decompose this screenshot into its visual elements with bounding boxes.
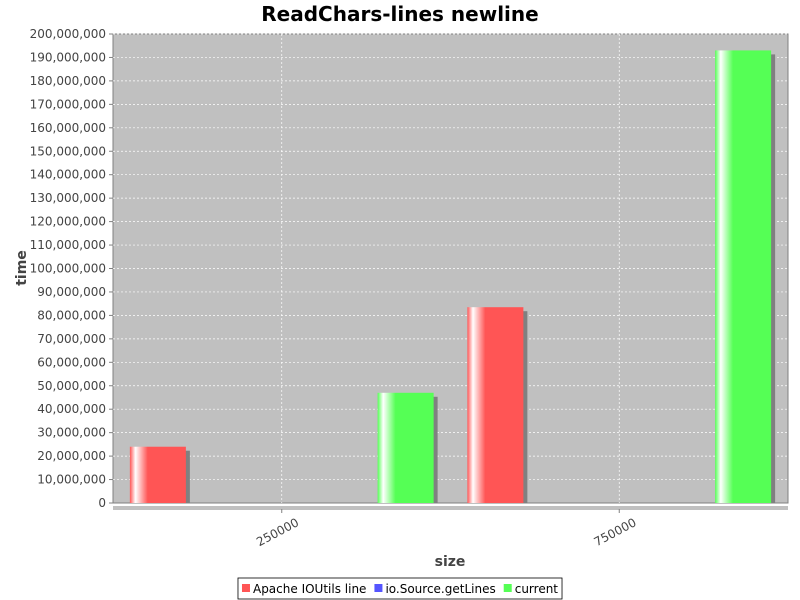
x-tick-label: 750000 <box>592 515 639 549</box>
y-tick-label: 100,000,000 <box>30 262 106 276</box>
x-axis-label: size <box>435 554 466 570</box>
x-axis-ticks: 250000 750000 <box>254 509 639 549</box>
y-tick-label: 50,000,000 <box>37 379 106 393</box>
legend: Apache IOUtils line io.Source.getLines cur… <box>237 577 563 600</box>
grid-lines <box>113 33 788 503</box>
y-tick-label: 150,000,000 <box>30 144 106 158</box>
bar <box>377 392 434 503</box>
y-tick-label: 190,000,000 <box>30 50 106 64</box>
bar <box>715 50 772 503</box>
y-tick-label: 110,000,000 <box>30 238 106 252</box>
y-tick-label: 0 <box>98 496 106 510</box>
bar <box>129 446 186 503</box>
y-tick-label: 70,000,000 <box>37 332 106 346</box>
y-axis-label: time <box>14 250 30 286</box>
y-tick-label: 170,000,000 <box>30 97 106 111</box>
y-tick-label: 80,000,000 <box>37 308 106 322</box>
y-tick-label: 20,000,000 <box>37 449 106 463</box>
legend-item-label: current <box>515 582 559 596</box>
legend-box <box>237 577 563 600</box>
legend-item-label: io.Source.getLines <box>385 582 495 596</box>
y-tick-label: 120,000,000 <box>30 215 106 229</box>
legend-swatch <box>503 584 512 592</box>
legend-swatch <box>241 584 250 592</box>
y-tick-label: 40,000,000 <box>37 402 106 416</box>
legend-item-label: Apache IOUtils line <box>253 582 366 596</box>
bar <box>467 307 524 503</box>
y-tick-label: 10,000,000 <box>37 473 106 487</box>
bars <box>129 50 776 503</box>
y-axis-ticks: 0 10,000,000 20,000,000 30,000,000 40,000,00… <box>30 27 113 510</box>
y-tick-label: 200,000,000 <box>30 27 106 41</box>
y-tick-label: 60,000,000 <box>37 355 106 369</box>
y-tick-label: 90,000,000 <box>37 285 106 299</box>
y-tick-label: 130,000,000 <box>30 191 106 205</box>
chart-title: ReadChars-lines newline <box>261 2 538 26</box>
y-tick-label: 180,000,000 <box>30 74 106 88</box>
y-tick-label: 30,000,000 <box>37 426 106 440</box>
y-tick-label: 140,000,000 <box>30 168 106 182</box>
y-tick-label: 160,000,000 <box>30 121 106 135</box>
legend-swatch <box>374 584 383 592</box>
x-tick-label: 250000 <box>254 515 301 549</box>
